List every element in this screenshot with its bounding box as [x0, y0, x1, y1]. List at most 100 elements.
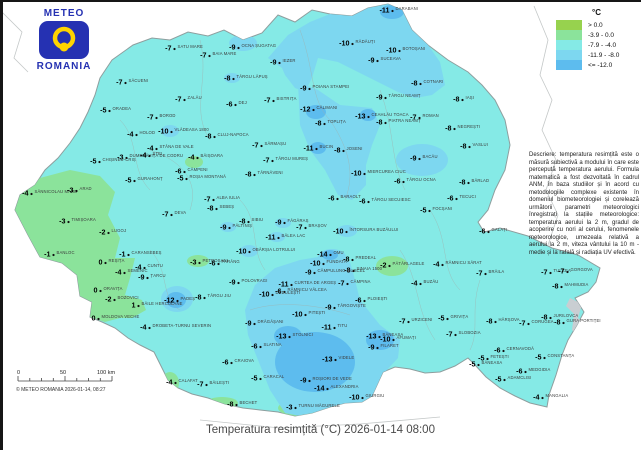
- logo-text-romania: ROMANIA: [36, 61, 92, 72]
- svg-text:VLĂDEASA 1800: VLĂDEASA 1800: [175, 127, 210, 132]
- station-alba-iulia: -7 ALBA IULIA: [204, 195, 240, 204]
- svg-text:SLOBOZIA: SLOBOZIA: [459, 330, 481, 335]
- svg-text:BISTRIȚA: BISTRIȚA: [277, 96, 297, 101]
- svg-text:-5: -5: [469, 360, 475, 369]
- station-gurahon-: -5 GURAHONȚ: [125, 176, 163, 185]
- svg-text:BRAȘOV: BRAȘOV: [309, 223, 327, 228]
- station-ocna-ugatag: -9 OCNA ȘUGATAG: [229, 43, 276, 52]
- station-pade-: -12 PADEȘ: [164, 296, 195, 305]
- svg-text:-9: -9: [368, 343, 374, 352]
- station-s-rma-u: -7 SĂRMAȘU: [252, 141, 286, 150]
- station-ceahl-u-toaca: -13 CEAHLĂU TOACA: [355, 112, 409, 121]
- scale-bar: 0 50 100 km: [17, 370, 115, 382]
- svg-text:-7: -7: [147, 113, 153, 122]
- station-c-mpulung-muscel: -9 CÂMPULUNG MUSCEL: [305, 268, 366, 277]
- svg-text:HOLOD: HOLOD: [140, 130, 156, 135]
- station-bistri-a: -7 BISTRIȚA: [264, 96, 297, 105]
- station-gala-i: -6 GALAȚI: [479, 227, 507, 236]
- svg-text:BRĂILA: BRĂILA: [489, 269, 505, 274]
- svg-text:OBÂRȘIA LOTRULUI: OBÂRȘIA LOTRULUI: [253, 247, 296, 252]
- svg-text:POLOVRAGI: POLOVRAGI: [242, 278, 268, 283]
- svg-text:-6: -6: [209, 259, 215, 268]
- region-lightblue-ocna: [229, 35, 257, 51]
- svg-text:-12: -12: [164, 296, 174, 305]
- svg-text:STÂNA DE VALE: STÂNA DE VALE: [160, 144, 194, 149]
- svg-text:-6: -6: [226, 100, 232, 109]
- station-t-rgu-secuiesc: -6 TÂRGU SECUIESC: [359, 197, 411, 206]
- svg-text:ROȘIORI DE VEDE: ROȘIORI DE VEDE: [313, 376, 353, 381]
- station-afuma-i: -10 AFUMAȚI: [380, 335, 416, 344]
- station-lugoj: -2 LUGOJ: [99, 228, 126, 237]
- station-semenic: -4 SEMENIC: [115, 268, 147, 277]
- svg-text:GORGOVA: GORGOVA: [571, 267, 593, 272]
- svg-text:-10: -10: [380, 335, 390, 344]
- svg-text:-8: -8: [552, 282, 558, 291]
- svg-text:FETEȘTI: FETEȘTI: [491, 354, 509, 359]
- svg-text:-5: -5: [535, 353, 541, 362]
- svg-text:-1: -1: [119, 250, 125, 259]
- station-cluj-napoca: -8 CLUJ-NAPOCA: [205, 132, 249, 141]
- station-curtea-de-arge-: -11 CURTEA DE ARGEȘ: [279, 280, 337, 289]
- svg-text:LUGOJ: LUGOJ: [112, 228, 127, 233]
- station-ro-iori-de-vede: -9 ROȘIORI DE VEDE: [300, 376, 352, 385]
- svg-text:CONSTANȚA: CONSTANȚA: [548, 353, 575, 358]
- svg-text:TÂRGU JIU: TÂRGU JIU: [208, 293, 231, 298]
- region-lightblue-paltinis: [220, 222, 236, 232]
- region-lightblue-lapus: [224, 73, 240, 83]
- svg-text:-11: -11: [380, 6, 390, 15]
- svg-text:-4: -4: [533, 393, 539, 402]
- station-videle: -13 VIDELE: [322, 355, 354, 364]
- svg-text:-6: -6: [359, 197, 365, 206]
- svg-text:-7: -7: [399, 317, 405, 326]
- svg-text:-6: -6: [394, 177, 400, 186]
- station-petro-ani: -3 PETROȘANI: [190, 258, 228, 267]
- svg-text:-9: -9: [229, 43, 235, 52]
- temperature-regions: [15, 4, 588, 416]
- svg-text:DROBETA-TURNU SEVERIN: DROBETA-TURNU SEVERIN: [153, 323, 212, 328]
- legend-title: °C: [592, 8, 601, 17]
- svg-text:MIERCUREA CIUC: MIERCUREA CIUC: [368, 169, 406, 174]
- svg-text:-6: -6: [251, 342, 257, 351]
- svg-text:-10: -10: [349, 393, 359, 402]
- region-green-west: [15, 170, 146, 322]
- svg-text:PIATRA NEAMȚ: PIATRA NEAMȚ: [389, 118, 421, 123]
- station-cuntu: -4 CUNTU: [135, 263, 163, 272]
- station-turnu-m-gurele: -3 TURNU MĂGURELE: [286, 403, 340, 412]
- svg-text:CARANSEBEȘ: CARANSEBEȘ: [132, 250, 162, 255]
- svg-text:CEAHLĂU TOACA: CEAHLĂU TOACA: [372, 112, 409, 117]
- station-c-limani: -12 CĂLIMANI: [300, 105, 337, 114]
- svg-text:BUCIN: BUCIN: [320, 144, 334, 149]
- region-lightblue-obarsia: [240, 245, 258, 257]
- station-c-mpeni: -6 CÂMPENI: [175, 167, 208, 176]
- svg-text:CÂMPENI: CÂMPENI: [188, 167, 208, 172]
- region-lightblue-intorsura: [337, 225, 357, 237]
- logo-text-meteo: METEO: [43, 8, 85, 19]
- legend-item: > 0.0: [556, 20, 619, 30]
- svg-text:BĂILEȘTI: BĂILEȘTI: [210, 380, 230, 385]
- station-caransebe-: -1 CARANSEBEȘ: [119, 250, 162, 259]
- region-green-patarlagele: [376, 256, 408, 276]
- svg-text:-8: -8: [227, 400, 233, 409]
- station-ro-ia-montan-: -5 ROȘIA MONTANĂ: [177, 174, 226, 183]
- svg-text:CALAFAT: CALAFAT: [179, 378, 199, 383]
- svg-text:-10: -10: [351, 169, 361, 178]
- svg-text:-3: -3: [67, 186, 73, 195]
- svg-text:SUCEAVA: SUCEAVA: [381, 56, 401, 61]
- svg-text:PĂTÂRLAGELE: PĂTÂRLAGELE: [393, 261, 425, 266]
- svg-text:-7: -7: [558, 267, 564, 276]
- svg-text:GIURGIU: GIURGIU: [366, 393, 385, 398]
- scale-tick-50: 50: [60, 370, 66, 376]
- station-giurgiu: -10 GIURGIU: [349, 393, 384, 402]
- svg-text:-5: -5: [420, 206, 426, 215]
- svg-text:FUNDATA: FUNDATA: [327, 259, 347, 264]
- svg-text:-6: -6: [222, 358, 228, 367]
- svg-text:-3: -3: [286, 403, 292, 412]
- svg-text:-9: -9: [275, 218, 281, 227]
- left-edge-border: [0, 0, 3, 450]
- station-moldova-veche: 0 MOLDOVA VECHE: [92, 314, 140, 323]
- svg-text:-7: -7: [446, 330, 452, 339]
- svg-text:TITU: TITU: [338, 323, 348, 328]
- station-sibiu: -8 SIBIU: [239, 217, 263, 226]
- svg-text:IAȘI: IAȘI: [466, 95, 475, 100]
- svg-text:-14: -14: [317, 250, 327, 259]
